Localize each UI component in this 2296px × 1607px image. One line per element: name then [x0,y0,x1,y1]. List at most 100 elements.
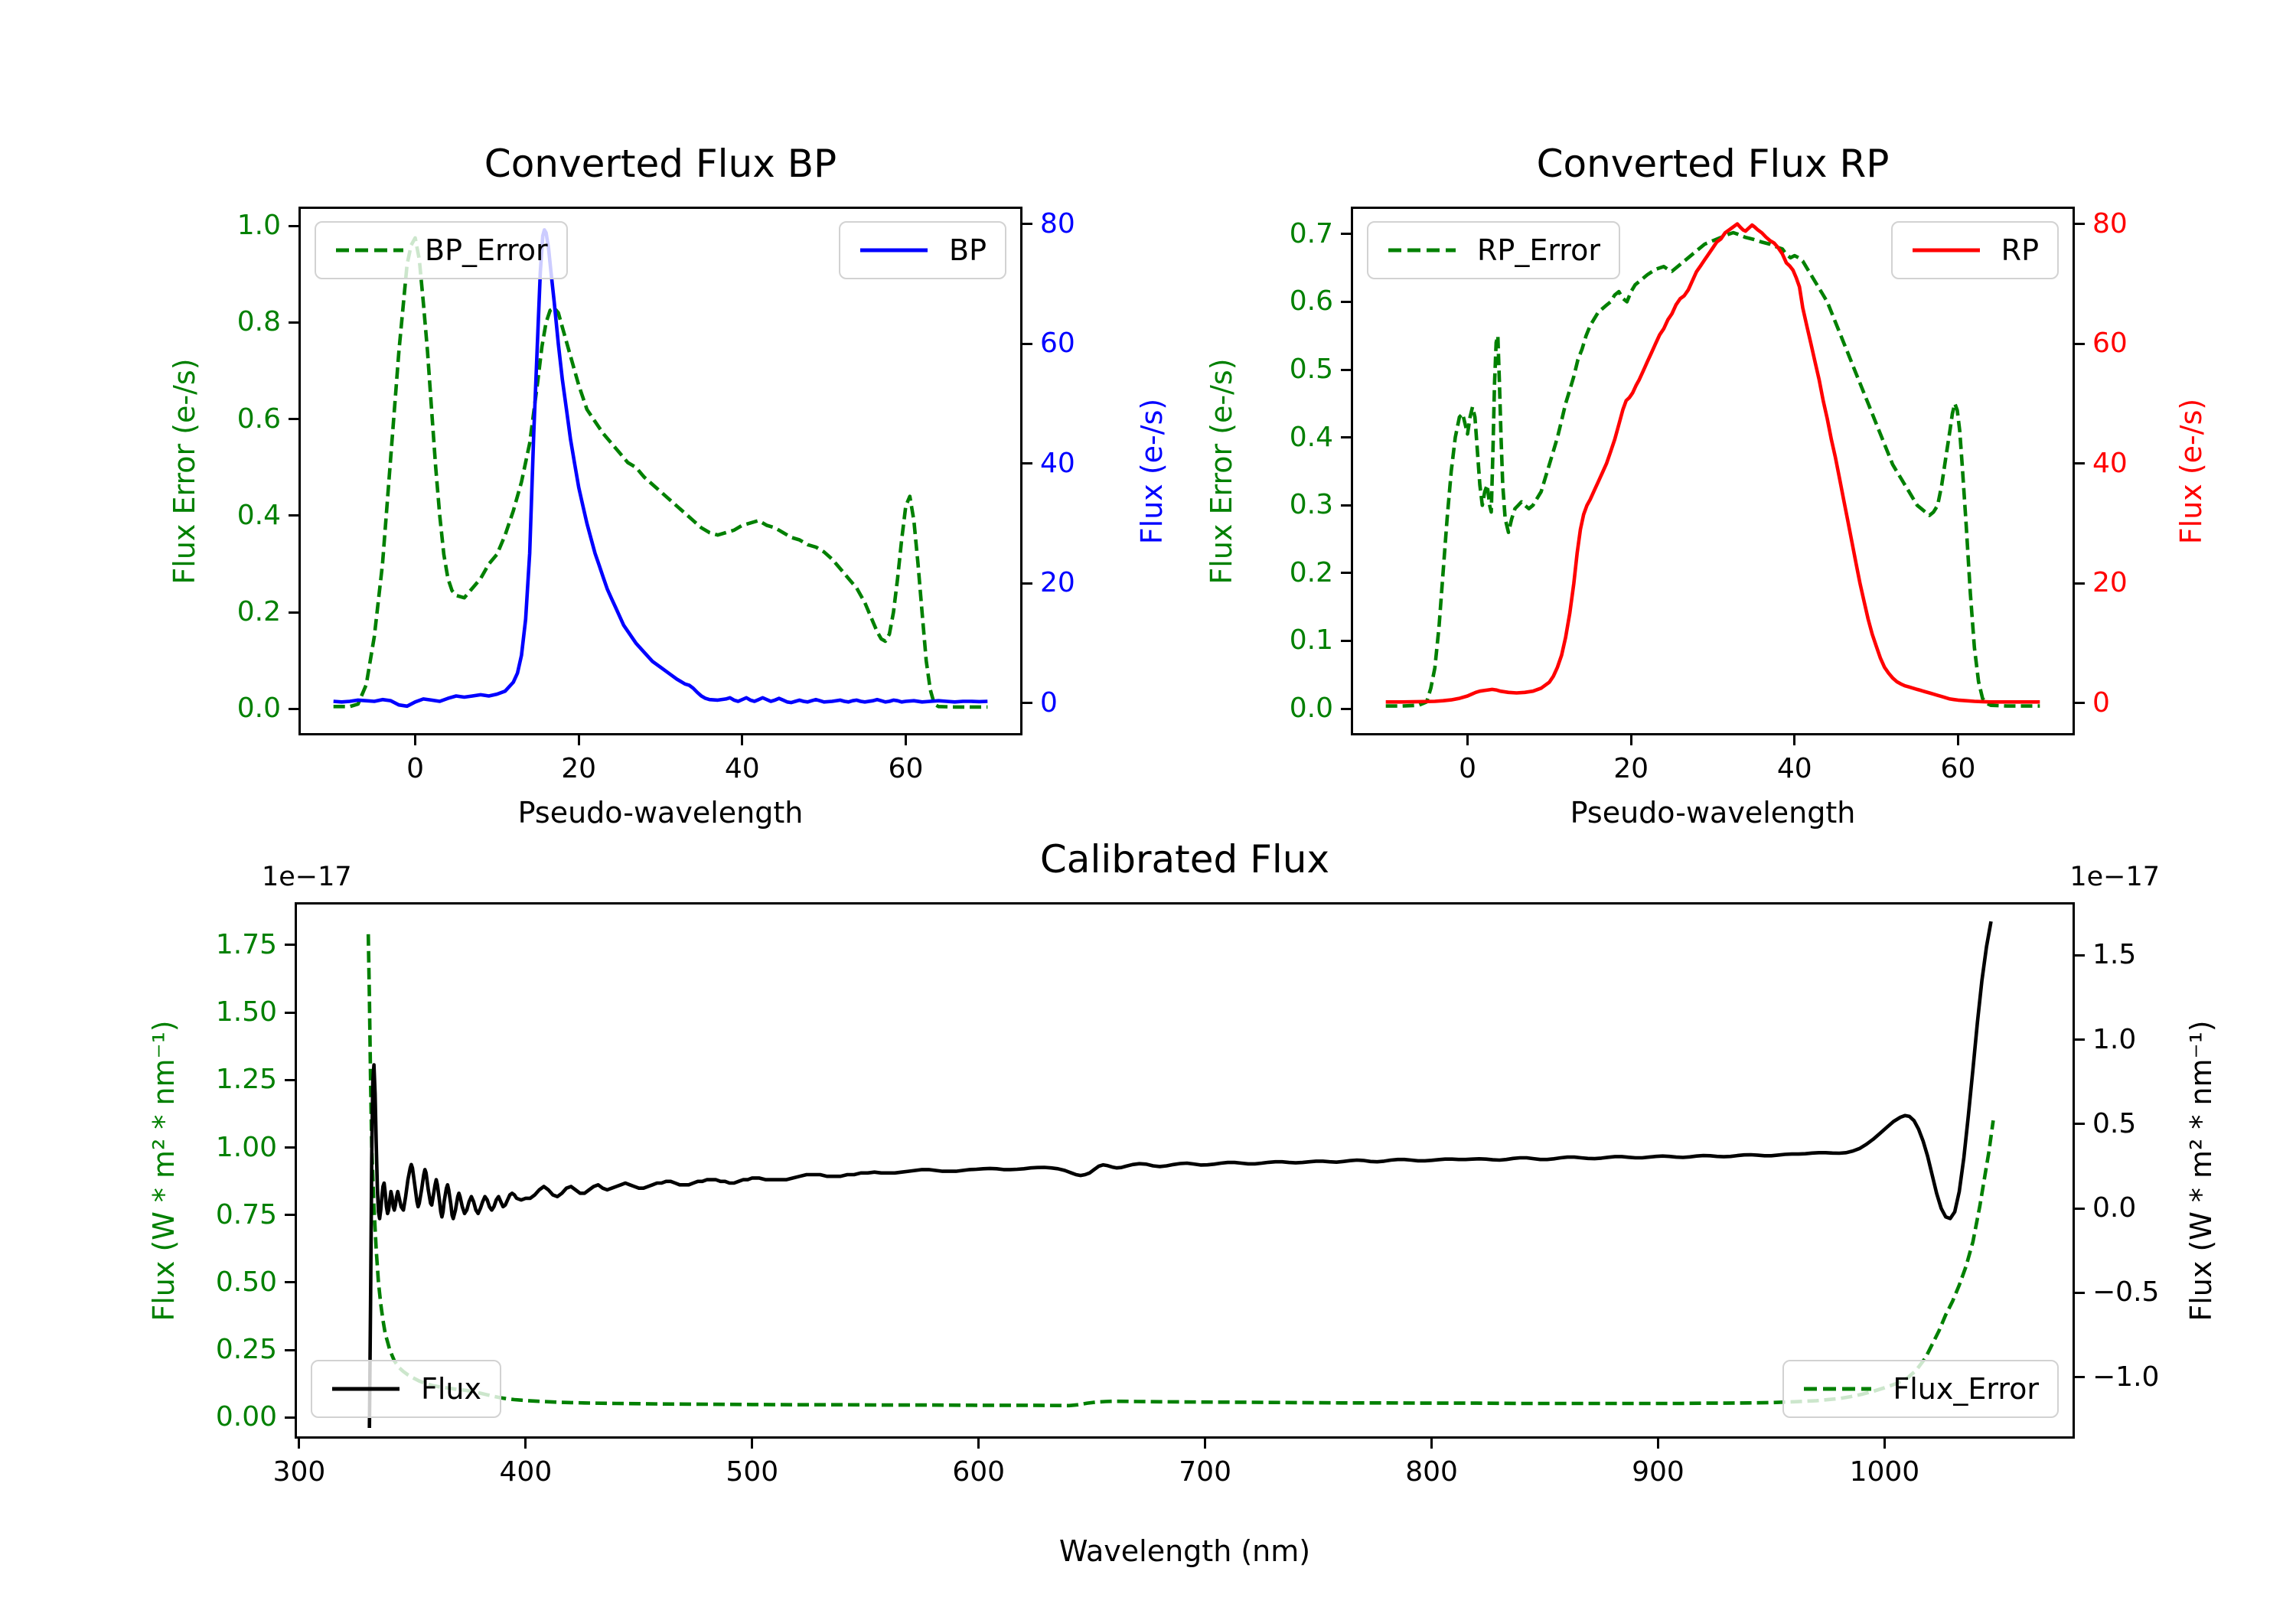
left-tick-label: 0.00 [215,1401,277,1433]
right-tick-label: 40 [2092,447,2128,479]
right-tick-mark [2075,1038,2085,1041]
legend-label: BP_Error [425,233,548,267]
calibrated-y-axis-label-left: Flux (W * m² * nm⁻¹) [147,1019,181,1322]
flux-curve [367,921,1993,1429]
left-tick-mark [289,321,298,324]
legend-line-sample-solid [332,1387,400,1391]
right-tick-label: 0.5 [2092,1107,2137,1139]
legend-bp: BP [839,221,1006,279]
right-tick-mark [1022,462,1032,465]
x-tick-mark [298,1439,301,1449]
left-tick-mark [289,707,298,710]
right-tick-label: 80 [2092,207,2128,240]
right-tick-mark [2075,1291,2085,1294]
left-tick-label: 0.6 [1289,285,1333,318]
x-tick-label: 40 [1776,753,1812,784]
legend-line-sample-solid [1912,248,1980,253]
bp-error-curve [333,236,988,709]
left-tick-label: 0.50 [215,1266,277,1298]
x-tick-mark [751,1439,754,1449]
right-tick-mark [2075,702,2085,705]
left-tick-mark [1341,639,1351,642]
left-tick-mark [1341,368,1351,371]
flux-error-curve [366,934,1995,1408]
right-tick-label: 20 [1040,567,1075,599]
x-tick-mark [1466,735,1469,745]
legend-label: RP_Error [1477,233,1600,267]
legend-line-sample-solid [860,248,928,253]
left-tick-label: 0.2 [1289,556,1333,588]
left-tick-mark [1341,233,1351,236]
left-tick-label: 0.3 [1289,489,1333,521]
x-tick-label: 60 [1940,753,1976,784]
legend-label: Flux_Error [1893,1372,2039,1406]
left-tick-mark [1341,504,1351,507]
left-tick-mark [289,224,298,227]
right-tick-label: 0.0 [2092,1192,2137,1224]
left-tick-label: 0.0 [1289,693,1333,725]
legend-line-sample-dashed [336,248,403,253]
right-tick-label: 0 [2092,686,2110,719]
rp-y-axis-label-left: Flux Error (e-/s) [1205,357,1238,585]
left-tick-label: 0.5 [1289,354,1333,386]
left-tick-label: 0.75 [215,1198,277,1231]
calibrated-y-axis-label-right: Flux (W * m² * nm⁻¹) [2184,1019,2218,1322]
calibrated-x-axis-label: Wavelength (nm) [1058,1534,1311,1568]
right-tick-label: −1.0 [2092,1361,2160,1393]
legend-label: BP [949,233,987,267]
left-tick-label: 1.25 [215,1064,277,1096]
right-tick-label: 60 [2092,328,2128,360]
right-axis-offset-label: 1e−17 [2069,862,2160,892]
x-tick-mark [977,1439,980,1449]
calibrated-plot-title: Calibrated Flux [1039,837,1330,882]
x-tick-label: 700 [1179,1456,1231,1488]
left-tick-label: 0.7 [1289,217,1333,249]
left-tick-mark [289,514,298,517]
left-tick-label: 0.8 [236,306,281,338]
right-tick-label: 20 [2092,567,2128,599]
right-tick-mark [2075,953,2085,957]
rp-curve [1385,222,2040,704]
left-tick-label: 1.75 [215,928,277,960]
left-tick-mark [285,1078,295,1081]
x-tick-label: 800 [1405,1456,1458,1488]
x-tick-label: 900 [1632,1456,1684,1488]
x-tick-mark [414,735,417,745]
left-tick-label: 0.0 [236,693,281,725]
right-tick-label: 80 [1040,207,1075,240]
right-tick-label: 1.5 [2092,939,2137,971]
x-tick-mark [524,1439,527,1449]
x-tick-mark [1793,735,1796,745]
bp-y-axis-label-right: Flux (e-/s) [1135,398,1169,544]
left-tick-mark [285,1011,295,1014]
left-tick-mark [285,1281,295,1284]
x-tick-mark [1629,735,1632,745]
bp-plot-title: Converted Flux BP [484,142,837,186]
rp-x-axis-label: Pseudo-wavelength [1570,796,1856,830]
left-tick-label: 0.6 [236,403,281,435]
legend-rp_error: RP_Error [1367,221,1620,279]
left-tick-mark [285,1146,295,1149]
bp-plot-area: Converted Flux BP Flux Error (e-/s) Flux… [168,142,1169,830]
left-tick-mark [289,611,298,614]
left-axis-offset-label: 1e−17 [262,862,352,892]
right-tick-mark [1022,702,1032,705]
converted-flux-rp-curves [1385,222,2040,708]
legend-flux: Flux [311,1360,501,1418]
rp-y-axis-label-right: Flux (e-/s) [2174,398,2208,544]
legend-label: RP [2001,233,2039,267]
x-tick-mark [904,735,907,745]
bp-curve [333,228,988,709]
right-tick-mark [2075,223,2085,226]
left-tick-mark [1341,572,1351,575]
right-tick-mark [2075,582,2085,585]
x-tick-mark [1883,1439,1886,1449]
right-tick-mark [1022,223,1032,226]
x-tick-label: 60 [888,753,924,784]
right-tick-mark [2075,1207,2085,1210]
calibrated-plot-area: Calibrated Flux 1e−17 1e−17 Flux (W * m²… [147,837,2218,1568]
right-tick-mark [1022,342,1032,345]
